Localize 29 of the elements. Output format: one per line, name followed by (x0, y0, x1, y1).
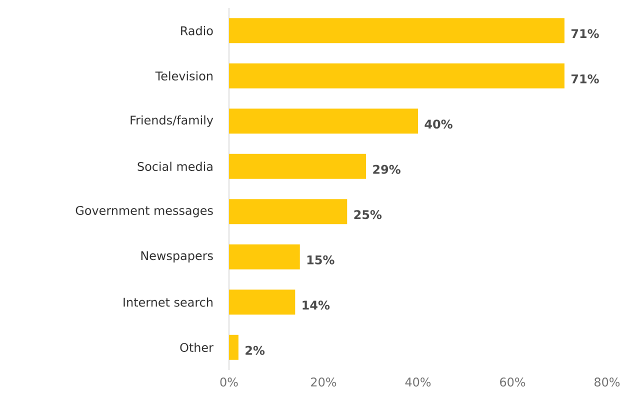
bar (229, 63, 564, 88)
x-tick-label: 0% (220, 378, 238, 387)
x-tick-label: 20% (311, 378, 336, 387)
bar (229, 199, 348, 224)
bar (229, 334, 238, 360)
bar (229, 108, 418, 134)
x-tick-label: 40% (405, 378, 431, 387)
data-label: 14% (302, 300, 330, 310)
data-label: 2% (246, 346, 265, 355)
bar (229, 244, 300, 270)
bar (229, 18, 564, 44)
y-tick-label: Friends/family (130, 115, 214, 127)
bar (229, 154, 366, 179)
data-label: 71% (571, 29, 599, 38)
y-tick-label: Social media (138, 162, 212, 172)
bar (229, 290, 296, 315)
y-tick-label: Internet search (124, 298, 212, 307)
y-tick-label: Government messages (76, 206, 213, 218)
y-tick-label: Radio (181, 26, 213, 36)
x-tick-label: 60% (500, 378, 526, 387)
x-tick-label: 80% (594, 378, 620, 387)
y-tick-label: Television (155, 71, 212, 81)
y-tick-label: Newspapers (141, 251, 213, 262)
data-label: 15% (307, 255, 334, 264)
data-label: 71% (571, 74, 599, 84)
data-label: 29% (373, 164, 400, 174)
data-label: 25% (354, 210, 382, 220)
data-label: 40% (424, 120, 452, 129)
y-tick-label: Other (180, 342, 214, 352)
